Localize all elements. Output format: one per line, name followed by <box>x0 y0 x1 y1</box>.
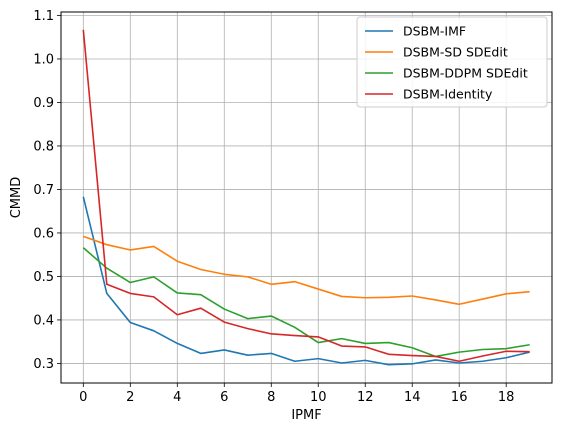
series-line-0 <box>82 196 530 366</box>
y-tick-label: 0.3 <box>33 357 54 372</box>
x-tick-label: 2 <box>126 390 134 405</box>
x-tick-label: 4 <box>173 390 181 405</box>
x-tick-label: 16 <box>451 390 468 405</box>
series-line-1 <box>83 235 530 306</box>
y-tick-label: 1.1 <box>33 9 54 24</box>
y-tick-label: 0.9 <box>33 96 54 111</box>
y-tick-label: 0.5 <box>33 270 54 285</box>
x-tick-label: 6 <box>220 390 228 405</box>
legend-label: DSBM-Identity <box>403 87 493 102</box>
y-tick-label: 1.0 <box>33 52 54 67</box>
legend-box <box>356 16 548 108</box>
axis-ticks: 0 2 4 6 8 10 12 14 16 18 0.3 0.4 0.5 0.6 0.7 0.8 0.9 1.0 1… <box>33 9 514 405</box>
legend-label: DSBM-SD SDEdit <box>403 45 508 60</box>
legend: DSBM-IMF DSBM-SD SDEdit DSBM-DDPM SDEdit DS… <box>356 16 548 108</box>
x-tick-label: 0 <box>79 390 87 405</box>
x-tick-label: 14 <box>404 390 421 405</box>
legend-label: DSBM-DDPM SDEdit <box>403 66 528 81</box>
x-tick-label: 12 <box>357 390 374 405</box>
series-lines <box>82 29 530 366</box>
y-tick-label: 0.4 <box>33 313 54 328</box>
series-line-3 <box>82 29 530 363</box>
y-tick-label: 0.6 <box>33 226 54 241</box>
legend-label: DSBM-IMF <box>403 24 466 39</box>
x-tick-label: 8 <box>267 390 275 405</box>
x-tick-label: 10 <box>310 390 327 405</box>
x-axis-label: IPMF <box>291 408 321 423</box>
plot-area-frame <box>60 11 553 384</box>
series-line-2 <box>82 247 530 358</box>
y-axis-label: CMMD <box>9 177 24 219</box>
x-tick-label: 18 <box>498 390 515 405</box>
y-tick-label: 0.8 <box>33 139 54 154</box>
y-tick-label: 0.7 <box>33 183 54 198</box>
